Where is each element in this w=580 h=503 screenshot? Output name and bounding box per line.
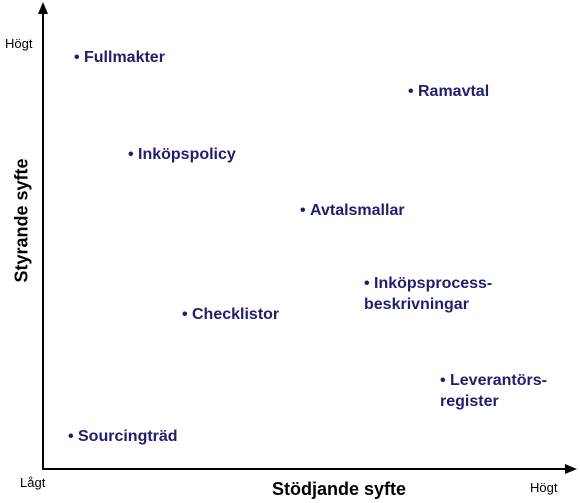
bullet-icon: • bbox=[408, 83, 414, 100]
item-sourcingtrad: • Sourcingträd bbox=[68, 426, 178, 447]
y-axis-high-label: Högt bbox=[5, 36, 33, 51]
y-axis-arrowhead bbox=[38, 2, 48, 14]
x-axis-arrowhead bbox=[565, 464, 577, 474]
item-ramavtal: • Ramavtal bbox=[408, 81, 489, 102]
item-label: Inköpspolicy bbox=[138, 146, 236, 163]
bullet-icon: • bbox=[364, 275, 370, 292]
item-label: Ramavtal bbox=[418, 83, 490, 100]
item-checklistor: • Checklistor bbox=[182, 304, 279, 325]
item-label: Avtalsmallar bbox=[310, 202, 405, 219]
bullet-icon: • bbox=[182, 306, 188, 323]
item-label: Fullmakter bbox=[84, 49, 165, 66]
item-fullmakter: • Fullmakter bbox=[74, 47, 165, 68]
y-axis-title: Styrande syfte bbox=[11, 158, 32, 283]
x-axis-title: Stödjande syfte bbox=[272, 479, 407, 499]
bullet-icon: • bbox=[74, 49, 80, 66]
item-label: Checklistor bbox=[192, 306, 280, 323]
origin-low-label: Lågt bbox=[20, 475, 46, 490]
item-label-line2: beskrivningar bbox=[364, 296, 469, 313]
bullet-icon: • bbox=[68, 428, 74, 445]
x-axis-high-label: Högt bbox=[530, 480, 558, 495]
bullet-icon: • bbox=[440, 372, 446, 389]
item-avtalsmallar: • Avtalsmallar bbox=[300, 200, 405, 221]
item-inkopspolicy: • Inköpspolicy bbox=[128, 144, 236, 165]
item-label-line2: register bbox=[440, 393, 499, 410]
bullet-icon: • bbox=[300, 202, 306, 219]
item-inkopsprocess: • Inköpsprocess- beskrivningar bbox=[364, 273, 492, 315]
item-label-line1: Inköpsprocess- bbox=[374, 275, 493, 292]
item-leverantors: • Leverantörs- register bbox=[440, 370, 547, 412]
item-label-line1: Leverantörs- bbox=[450, 372, 547, 389]
item-label: Sourcingträd bbox=[78, 428, 178, 445]
bullet-icon: • bbox=[128, 146, 134, 163]
